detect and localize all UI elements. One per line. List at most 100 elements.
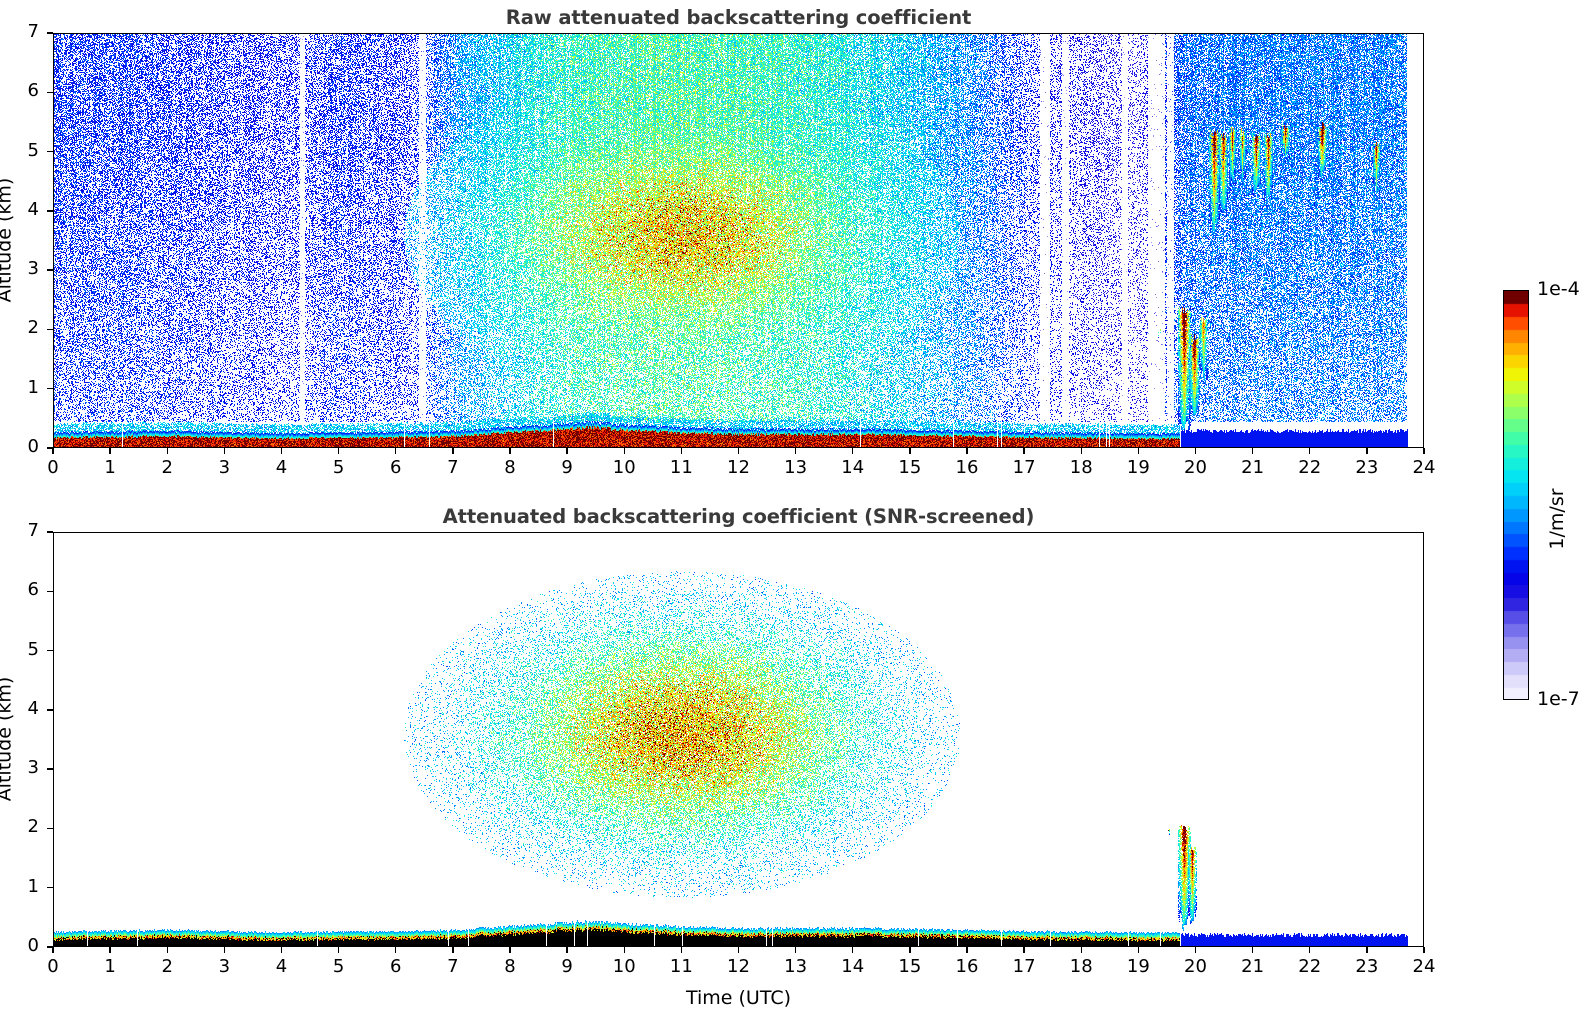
xtick (109, 448, 111, 454)
xtick-label: 3 (218, 457, 231, 478)
ytick (47, 150, 53, 153)
xtick (1080, 448, 1082, 454)
heatmap-canvas-screened (54, 533, 1423, 946)
ytick-label: 5 (27, 638, 39, 660)
xtick-label: 5 (332, 457, 345, 478)
ytick-label: 0 (27, 935, 39, 956)
xtick (280, 448, 283, 454)
panel-title-raw: Raw attenuated backscattering coefficien… (505, 6, 972, 29)
ytick (47, 649, 53, 652)
colorbar (1503, 290, 1529, 700)
ytick (47, 388, 53, 390)
xtick-label: 4 (275, 956, 288, 977)
plot-area-raw (53, 33, 1424, 448)
xtick-label: 21 (1241, 956, 1265, 977)
ytick (47, 827, 53, 830)
xtick (509, 448, 511, 454)
xtick (1023, 947, 1025, 953)
xtick (337, 947, 340, 953)
colorbar-min-label: 1e-7 (1537, 688, 1580, 710)
xtick (1366, 448, 1368, 454)
ytick (47, 531, 53, 533)
ytick-label: 1 (27, 376, 39, 398)
xtick-label: 23 (1355, 956, 1379, 977)
xtick (1366, 947, 1368, 953)
xtick-label: 5 (332, 956, 345, 977)
ytick (47, 768, 53, 770)
xtick (852, 448, 854, 454)
xtick (909, 947, 911, 953)
xtick-label: 20 (1184, 457, 1207, 478)
xtick (623, 448, 625, 454)
xtick-label: 13 (784, 956, 808, 977)
y-axis-label-raw: Altitude (km) (0, 177, 15, 302)
xtick-label: 13 (784, 457, 808, 478)
ytick-label: 3 (27, 757, 39, 779)
ytick (47, 447, 53, 449)
xtick-label: 12 (727, 956, 750, 977)
xtick-label: 12 (727, 457, 750, 478)
xtick (680, 448, 683, 454)
xtick-label: 14 (841, 956, 865, 977)
xtick-label: 7 (447, 956, 459, 977)
xtick (1309, 448, 1311, 454)
xtick (794, 947, 797, 953)
xtick-label: 22 (1298, 457, 1322, 478)
ytick-label: 6 (27, 579, 39, 601)
xtick-label: 2 (161, 457, 173, 478)
xtick (1423, 947, 1425, 953)
xtick-label: 24 (1412, 457, 1436, 478)
xtick-label: 6 (390, 956, 402, 977)
xtick (737, 947, 740, 953)
xtick-label: 17 (1012, 457, 1036, 478)
xtick (1080, 947, 1082, 953)
xtick (452, 947, 454, 953)
xtick-label: 23 (1355, 457, 1379, 478)
panel-title-screened: Attenuated backscattering coefficient (S… (442, 505, 1035, 528)
xtick-label: 16 (955, 457, 979, 478)
xtick (166, 448, 168, 454)
xtick (1423, 448, 1425, 454)
xtick-label: 24 (1412, 956, 1436, 977)
xtick (395, 448, 397, 454)
xtick-label: 10 (612, 457, 636, 478)
xtick-label: 20 (1184, 956, 1207, 977)
xtick-label: 21 (1241, 457, 1265, 478)
ytick (47, 590, 53, 592)
xtick-label: 10 (612, 956, 636, 977)
xtick-label: 14 (841, 457, 865, 478)
plot-area-screened (53, 532, 1424, 947)
xtick (1023, 448, 1025, 454)
xtick (737, 448, 740, 454)
ytick-label: 0 (27, 436, 39, 457)
xtick-label: 3 (218, 956, 231, 977)
xtick (509, 947, 511, 953)
ytick (47, 32, 53, 34)
xtick-label: 8 (504, 457, 516, 478)
xtick-label: 18 (1069, 457, 1093, 478)
xtick-label: 2 (161, 956, 173, 977)
ytick (47, 210, 53, 212)
xtick-label: 11 (669, 457, 693, 478)
xtick (1194, 448, 1197, 454)
ytick-label: 2 (27, 317, 39, 339)
ytick (47, 946, 53, 948)
ytick-label: 1 (27, 875, 39, 897)
xtick (623, 947, 625, 953)
xtick (452, 448, 454, 454)
xtick (223, 947, 226, 953)
xtick-label: 8 (504, 956, 516, 977)
xtick (852, 947, 854, 953)
xtick-label: 22 (1298, 956, 1322, 977)
ytick-label: 7 (27, 520, 39, 541)
xtick-label: 15 (898, 457, 922, 478)
ytick (47, 328, 53, 331)
xtick-label: 17 (1012, 956, 1036, 977)
xtick (52, 947, 54, 953)
xtick (337, 448, 340, 454)
xtick (680, 947, 683, 953)
xtick (1137, 448, 1140, 454)
xtick-label: 19 (1126, 457, 1150, 478)
ytick-label: 6 (27, 80, 39, 102)
